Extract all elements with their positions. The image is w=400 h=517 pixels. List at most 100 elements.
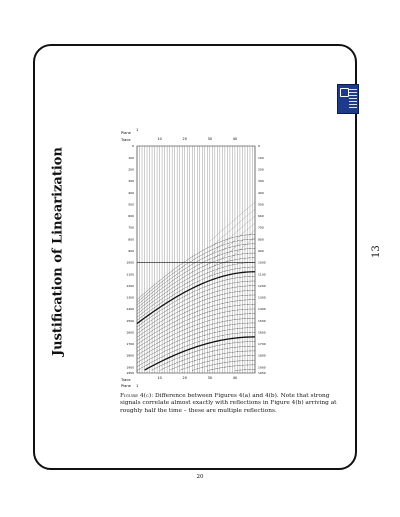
- time-tick-right: 1400: [258, 307, 266, 311]
- reflection-event: [136, 276, 256, 328]
- time-tick-left: 200: [128, 167, 134, 171]
- time-tick-left: 1700: [126, 342, 134, 346]
- plane-value-top: 1: [136, 128, 138, 132]
- time-tick-left: 1200: [126, 284, 134, 288]
- time-tick-left: 1900: [126, 365, 134, 369]
- time-tick-left: 700: [128, 226, 134, 230]
- reflection-event: [136, 285, 256, 334]
- slide-title: Justification of Linearization: [50, 147, 66, 356]
- time-tick-right: 1100: [258, 272, 266, 276]
- time-tick-left: 1100: [126, 272, 134, 276]
- time-tick-left: 300: [128, 179, 134, 183]
- time-tick-left: 1400: [126, 307, 134, 311]
- time-tick-right: 1700: [258, 342, 266, 346]
- caption-text: Difference between Figures 4(a) and 4(b)…: [120, 393, 337, 414]
- trace-label-top: Trace: [120, 138, 131, 142]
- time-tick-right: 0: [258, 144, 260, 148]
- time-tick-left: 1500: [126, 319, 134, 323]
- caption-label: Figure 4(c):: [120, 393, 154, 399]
- slide-frame: [33, 44, 357, 470]
- seismic-figure: Plane 1 Trace 10 20 30 40 01002003004005006…: [120, 128, 266, 388]
- time-tick-left: 500: [128, 202, 134, 206]
- reflection-event: [136, 252, 256, 312]
- logo-text-mark: [349, 89, 357, 109]
- reflection-event: [136, 234, 256, 300]
- time-tick-left: 1300: [126, 296, 134, 300]
- slide-number: 13: [371, 245, 382, 258]
- reflection-event: [207, 364, 256, 371]
- diffraction-event: [209, 208, 256, 249]
- time-tick-right: 1500: [258, 319, 266, 323]
- time-tick-left: 100: [128, 156, 134, 160]
- reflection-event: [136, 262, 256, 318]
- reflection-event: [136, 308, 256, 352]
- plane-label-top: Plane: [121, 131, 132, 135]
- diffraction-event: [209, 215, 256, 256]
- reflection-event: [136, 238, 256, 303]
- trace-tick-top: 20: [183, 137, 187, 141]
- reflection-event: [144, 336, 256, 371]
- time-tick-right: 1800: [258, 354, 266, 358]
- diffraction-event: [209, 201, 256, 242]
- reflection-event: [136, 304, 256, 349]
- time-tick-left: 1000: [126, 261, 134, 265]
- time-tick-right: 1300: [258, 296, 266, 300]
- time-tick-right: 700: [258, 226, 264, 230]
- reflection-event: [234, 369, 256, 371]
- diffraction-event: [209, 236, 256, 277]
- figure-caption: Figure 4(c): Difference between Figures …: [120, 393, 348, 415]
- reflection-event: [192, 359, 256, 371]
- reflection-event: [136, 313, 256, 356]
- diffraction-event: [209, 229, 256, 270]
- time-tick-left: 900: [128, 249, 134, 253]
- reflection-event: [136, 280, 256, 331]
- time-tick-right: 300: [258, 179, 264, 183]
- time-tick-right: 500: [258, 202, 264, 206]
- trace-grid: [136, 145, 256, 374]
- trace-tick-bottom: 30: [208, 376, 212, 380]
- reflection-event: [179, 355, 256, 371]
- trace-tick-bottom: 40: [233, 376, 237, 380]
- trace-tick-bottom: 10: [157, 376, 161, 380]
- trace-tick-top: 30: [208, 137, 212, 141]
- diffraction-event: [209, 222, 256, 263]
- time-tick-left: 0: [132, 144, 134, 148]
- time-tick-right: 1900: [258, 365, 266, 369]
- trace-ticks-top: 10 20 30 40: [157, 137, 237, 141]
- time-tick-left: 400: [128, 191, 134, 195]
- reflection-event: [136, 299, 256, 345]
- trace-label-bottom: Trace: [120, 378, 131, 382]
- time-tick-right: 400: [258, 191, 264, 195]
- reflection-event: [151, 341, 256, 371]
- trace-tick-bottom: 20: [183, 376, 187, 380]
- time-tick-right: 800: [258, 237, 264, 241]
- time-tick-right: 100: [258, 156, 264, 160]
- time-tick-right: 200: [258, 167, 264, 171]
- trace-tick-top: 10: [157, 137, 161, 141]
- time-tick-right: 1000: [258, 261, 266, 265]
- reflection-event: [136, 248, 256, 309]
- time-tick-right: 600: [258, 214, 264, 218]
- page-number: 20: [196, 474, 204, 480]
- reflection-event: [136, 266, 256, 321]
- time-tick-left: 800: [128, 237, 134, 241]
- reflection-events: [136, 201, 256, 371]
- plane-value-bottom: 1: [136, 384, 138, 388]
- time-tick-left: 1800: [126, 354, 134, 358]
- reflection-event: [136, 327, 256, 367]
- reflection-event: [136, 322, 256, 364]
- time-ticks-right: 0 100 200 300 400 500 600 700 800 900 1000 1100 1200…: [258, 144, 266, 375]
- reflection-event: [159, 346, 256, 371]
- time-tick-right: 1600: [258, 330, 266, 334]
- time-tick-left: 1600: [126, 330, 134, 334]
- university-logo: [337, 84, 359, 114]
- reflection-event: [136, 290, 256, 338]
- time-tick-right: 1200: [258, 284, 266, 288]
- trace-ticks-bottom: 10 20 30 40: [157, 376, 237, 380]
- time-tick-right: 1950: [258, 371, 266, 375]
- time-ticks-left: 0 100 200 300 400 500 600 700 800 900 1000 1100 1200…: [126, 144, 134, 375]
- reflection-event: [136, 271, 256, 325]
- plane-label-bottom: Plane: [121, 384, 132, 388]
- time-tick-right: 900: [258, 249, 264, 253]
- reflection-event: [136, 332, 256, 371]
